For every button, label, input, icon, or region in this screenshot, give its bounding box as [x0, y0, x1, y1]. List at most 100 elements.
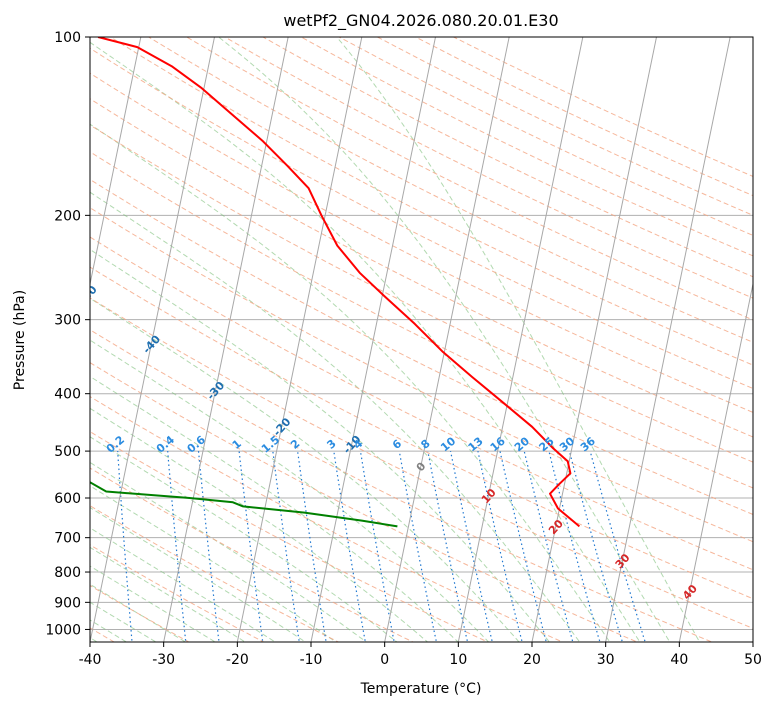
y-axis-ticks: 1000 900 800 700 600 500 400 300 200 100: [45, 30, 90, 638]
dry-adiabat: [90, 151, 753, 489]
x-tick-label: 30: [597, 652, 615, 668]
dry-adiabat: [90, 544, 265, 642]
y-tick-label: 400: [54, 387, 81, 403]
dry-adiabat: [90, 124, 753, 463]
moist-adiabat: [90, 123, 611, 642]
moist-adiabat: [90, 527, 277, 642]
x-tick-label: 20: [523, 652, 541, 668]
mixing-ratio-line: [359, 450, 395, 642]
isotherm-line: [531, 37, 658, 642]
y-tick-label: 800: [54, 565, 81, 581]
mixing-ratio-label: 1: [230, 437, 244, 452]
mixing-ratio-labels: 0.1 0.2 0.4 0.6 1 1.5 2 3 4 6 8 10 13 16 20 25 30 36: [104, 433, 598, 456]
isotherm-line: [163, 37, 289, 642]
isotherm-label: -60: [13, 234, 36, 258]
mixing-ratio-line: [297, 451, 327, 642]
dry-adiabat: [90, 266, 753, 600]
temperature-trace: [97, 37, 581, 528]
isotherm-label: 30: [613, 551, 633, 571]
dry-adiabat: [90, 178, 753, 516]
x-tick-label: 40: [670, 652, 688, 668]
isotherm-line: [90, 37, 216, 642]
mixing-ratio-line: [272, 451, 300, 642]
mixing-ratio-line: [167, 451, 187, 642]
moist-adiabat: [90, 436, 398, 642]
mixing-ratio-label: 3: [324, 437, 338, 452]
isotherm-line: [605, 37, 731, 642]
dry-adiabat: [90, 584, 190, 642]
isotherm-label: 20: [546, 517, 566, 537]
dry-adiabat: [223, 37, 753, 299]
mixing-ratio-label: 6: [390, 437, 404, 452]
isotherm-label: -50: [77, 283, 100, 307]
x-axis-label: Temperature (°C): [360, 681, 482, 697]
dry-adiabat: [414, 37, 753, 197]
x-tick-label: 0: [380, 652, 389, 668]
isotherms: [0, 10, 753, 654]
moist-adiabat: [90, 461, 368, 642]
isotherm-line: [0, 10, 73, 654]
moist-adiabat: [336, 37, 701, 642]
isotherm-line: [384, 37, 510, 642]
x-tick-label: 50: [744, 652, 762, 668]
mixing-ratio-line: [398, 450, 438, 642]
moist-adiabat: [90, 191, 581, 642]
dry-adiabats: [90, 37, 753, 642]
moist-adiabat: [90, 41, 641, 642]
dry-adiabat: [90, 236, 753, 571]
dry-adiabat: [262, 37, 753, 278]
dry-adiabat: [90, 362, 639, 642]
moist-adiabat: [0, 387, 88, 654]
mixing-ratio-line: [589, 450, 646, 642]
x-tick-label: -40: [79, 652, 102, 668]
chart-title: wetPf2_GN04.2026.080.20.01.E30: [283, 11, 558, 31]
sounding-traces: [90, 37, 581, 528]
isotherm-line: [236, 37, 363, 642]
moist-adiabat: [90, 375, 459, 642]
mixing-ratio-line: [499, 450, 547, 642]
mixing-ratio-line: [238, 451, 264, 642]
x-tick-label: -20: [226, 652, 249, 668]
moist-adiabat: [90, 619, 128, 642]
isotherm-line: [678, 281, 753, 642]
moist-adiabat: [90, 506, 307, 642]
dry-adiabat: [90, 395, 564, 642]
x-tick-label: -10: [300, 652, 323, 668]
dry-adiabat: [452, 37, 753, 177]
mixing-ratio-line: [333, 451, 366, 642]
moist-adiabat: [90, 248, 551, 642]
dry-adiabat: [90, 72, 753, 413]
y-tick-label: 600: [54, 491, 81, 507]
y-tick-label: 900: [54, 595, 81, 611]
mixing-ratio-line: [449, 450, 493, 642]
x-tick-label: -30: [152, 652, 175, 668]
moist-adiabat: [90, 407, 429, 642]
dry-adiabat: [90, 467, 415, 642]
y-axis-label: Pressure (hPa): [12, 290, 28, 390]
moist-adiabat: [90, 546, 247, 642]
mixing-ratio-label: 0.2: [104, 433, 127, 455]
dry-adiabat: [90, 431, 489, 642]
isotherm-label: -30: [204, 379, 227, 403]
dry-adiabat: [90, 98, 753, 438]
x-axis-ticks: -40 -30 -20 -10 0 10 20 30 40 50: [79, 642, 762, 668]
moist-adiabat: [90, 565, 217, 642]
isotherm-line: [752, 639, 753, 642]
moist-adiabat: [90, 637, 99, 642]
isotherm-label: -40: [140, 333, 163, 357]
dry-adiabat: [376, 37, 753, 216]
mixing-ratio-line: [197, 451, 220, 642]
mixing-ratio-line: [477, 450, 523, 642]
plot-frame: [89, 36, 754, 643]
y-tick-label: 500: [54, 444, 81, 460]
y-tick-label: 100: [54, 30, 81, 46]
moist-adiabat: [90, 485, 337, 642]
plot-area: -100-90-80-70-60-50-40-30-20-10010203040…: [0, 10, 753, 654]
isotherm-line: [90, 37, 142, 287]
y-tick-label: 300: [54, 313, 81, 329]
dry-adiabat: [90, 207, 753, 543]
moist-adiabat: [218, 37, 671, 642]
dry-adiabat: [185, 37, 753, 321]
mixing-ratio-line: [568, 450, 624, 642]
mixing-ratio-label: 0.6: [185, 433, 209, 456]
